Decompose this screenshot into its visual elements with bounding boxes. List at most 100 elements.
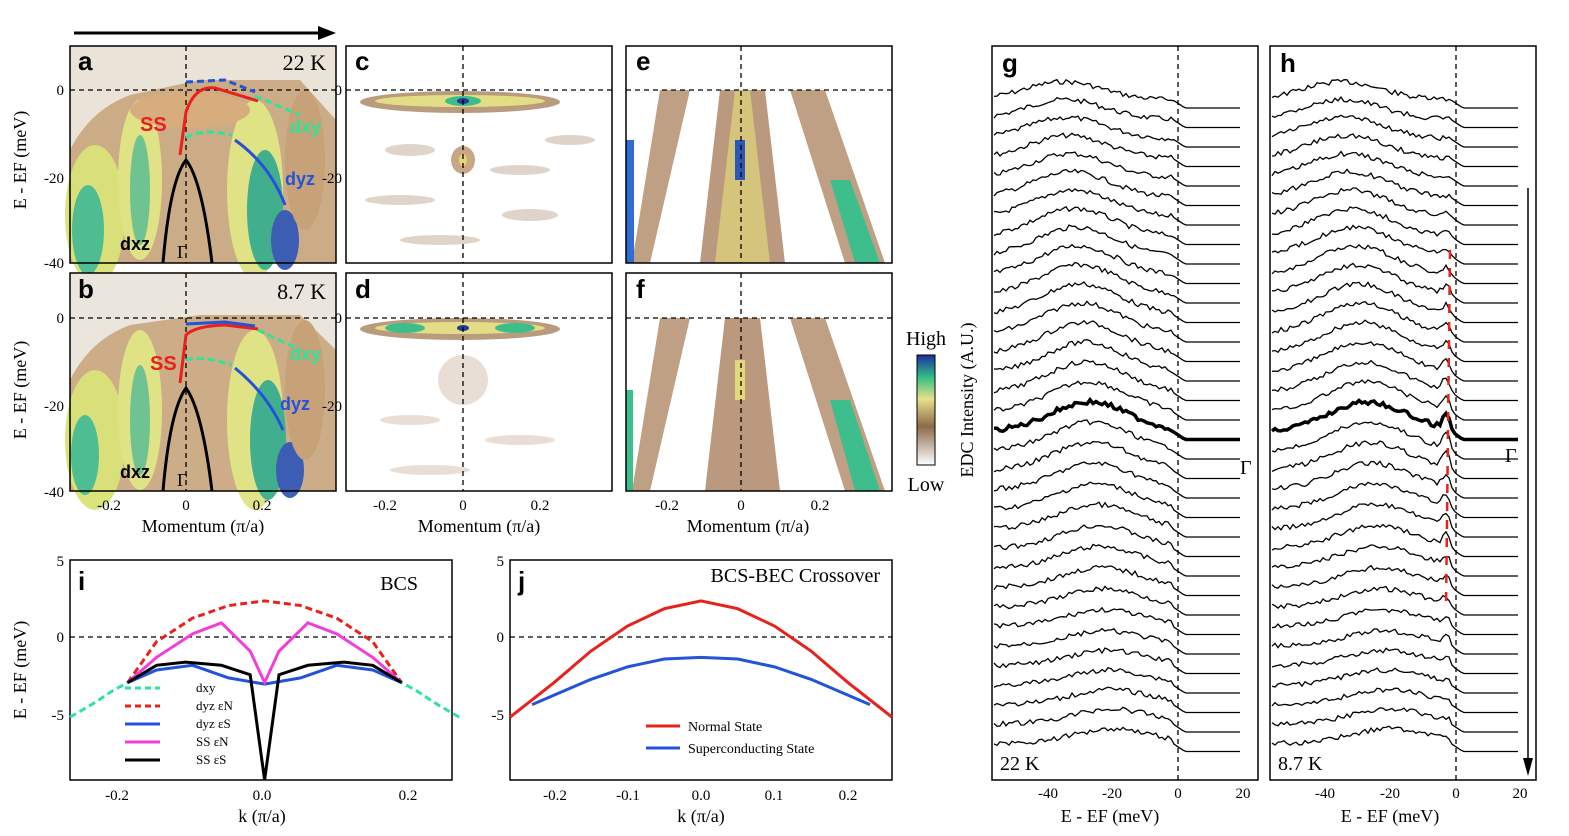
svg-text:-40: -40 bbox=[1315, 786, 1335, 802]
panel-h: h 8.7 K Γ -40 -20 0 20 E - EF (meV) bbox=[1269, 45, 1537, 827]
panel-b-ss-curve bbox=[178, 323, 259, 384]
panel-i-title: BCS bbox=[380, 573, 418, 595]
svg-text:0: 0 bbox=[57, 630, 65, 646]
panel-b-dyz-label: dyz bbox=[280, 394, 310, 414]
svg-text:-20: -20 bbox=[1102, 786, 1122, 802]
panel-a-ss-label: SS bbox=[140, 114, 167, 136]
svg-text:-5: -5 bbox=[492, 708, 505, 724]
edc-curve bbox=[993, 606, 1240, 636]
series-normalstate bbox=[509, 599, 893, 719]
panel-a-label: a bbox=[78, 46, 93, 76]
panel-b-ss-label: SS bbox=[150, 353, 177, 375]
svg-text:0: 0 bbox=[737, 498, 745, 514]
edc-curve bbox=[993, 96, 1240, 129]
panel-i: i BCS 5 0 -5 -0.2 0.0 0.2 k (π/a) dxy dy… bbox=[52, 554, 460, 827]
edc-curve bbox=[1271, 300, 1518, 343]
svg-text:0: 0 bbox=[335, 311, 343, 327]
colorbar: High Low bbox=[906, 328, 946, 496]
edc-ylabel: EDC Intensity (A.U.) bbox=[957, 323, 978, 478]
panel-j-xlabel: k (π/a) bbox=[677, 806, 725, 827]
panel-a-dyz-dash bbox=[185, 78, 256, 94]
legend-normal: Normal State bbox=[688, 720, 762, 735]
series-sss bbox=[126, 660, 403, 781]
edc-curve bbox=[993, 440, 1240, 480]
svg-text:0.0: 0.0 bbox=[692, 788, 711, 804]
edc-curve bbox=[993, 78, 1240, 109]
edc-curve bbox=[993, 168, 1240, 207]
edc-curve bbox=[993, 564, 1240, 597]
panel-h-curves bbox=[1270, 79, 1518, 753]
panel-d-label: d bbox=[355, 274, 371, 304]
panel-a-dxy-label: dxy bbox=[290, 117, 321, 137]
edc-curve bbox=[993, 151, 1240, 187]
svg-text:0.2: 0.2 bbox=[839, 788, 858, 804]
panel-g-curves bbox=[993, 78, 1240, 753]
panel-f-label: f bbox=[636, 274, 645, 304]
svg-text:20: 20 bbox=[1513, 786, 1528, 802]
panel-i-legend: dxy dyz εN dyz εS SS εN SS εS bbox=[125, 680, 233, 767]
legend-dyzN: dyz εN bbox=[196, 698, 233, 713]
edc-curve bbox=[994, 481, 1240, 519]
panel-a-dxy-dash bbox=[254, 94, 301, 117]
panel-f: f -0.2 0 0.2 Momentum (π/a) bbox=[625, 272, 893, 537]
edc-curve bbox=[1271, 359, 1518, 402]
series-dxy bbox=[69, 681, 129, 719]
panel-b-bands bbox=[65, 315, 336, 510]
edc-curve bbox=[993, 319, 1240, 363]
edc-curve bbox=[1271, 564, 1518, 597]
edc-curve bbox=[1271, 262, 1518, 304]
edc-curve bbox=[993, 243, 1240, 285]
panel-i-plot bbox=[69, 599, 460, 781]
edc-curve bbox=[1271, 96, 1518, 129]
panel-c-label: c bbox=[355, 46, 369, 76]
panel-h-gamma: Γ bbox=[1505, 445, 1517, 467]
panel-d-xticks: -0.2 0 0.2 bbox=[373, 498, 549, 514]
panel-a-temp: 22 K bbox=[283, 50, 327, 75]
svg-text:-20: -20 bbox=[44, 399, 64, 415]
edc-curve bbox=[1271, 281, 1518, 324]
series-superconductingstate bbox=[531, 655, 871, 706]
edc-curve bbox=[994, 396, 1240, 442]
edc-curve bbox=[1271, 502, 1518, 538]
svg-text:-5: -5 bbox=[52, 708, 65, 724]
edc-curve bbox=[993, 115, 1240, 148]
edc-curve bbox=[1271, 150, 1518, 187]
svg-text:-0.2: -0.2 bbox=[97, 498, 121, 514]
svg-text:0.2: 0.2 bbox=[811, 498, 830, 514]
top-arrow bbox=[74, 26, 336, 40]
panel-f-xticks: -0.2 0 0.2 bbox=[655, 498, 829, 514]
panel-b-dyz-curve bbox=[234, 366, 285, 431]
panel-b: b 8.7 K SS dxy dyz dxz Γ 0 -20 -40 -0.2 … bbox=[44, 272, 337, 537]
panel-a-gamma: Γ bbox=[177, 242, 187, 262]
svg-text:0: 0 bbox=[497, 630, 505, 646]
panel-g-xlabel: E - EF (meV) bbox=[1061, 806, 1159, 827]
panel-h-xticks: -40 -20 0 20 bbox=[1315, 786, 1528, 802]
panel-a-dxz-curve bbox=[161, 157, 214, 264]
edc-curve bbox=[1270, 398, 1518, 442]
edc-curve bbox=[993, 627, 1240, 655]
edc-curve bbox=[1271, 667, 1518, 694]
panel-a-bands bbox=[65, 80, 336, 285]
edc-curve bbox=[1271, 608, 1518, 636]
edc-curve bbox=[1271, 168, 1518, 207]
edc-curve bbox=[1271, 628, 1518, 655]
panel-j-plot bbox=[509, 599, 893, 719]
svg-text:-40: -40 bbox=[1038, 786, 1058, 802]
panel-g: g 22 K Γ -40 -20 0 20 E - EF (meV) bbox=[991, 45, 1259, 827]
edc-curve bbox=[993, 524, 1240, 558]
edc-curve bbox=[993, 501, 1240, 538]
svg-text:-0.2: -0.2 bbox=[655, 498, 679, 514]
colorbar-low: Low bbox=[908, 474, 945, 496]
panel-j-xticks: -0.2 -0.1 0.0 0.1 0.2 bbox=[543, 788, 857, 804]
colorbar-high: High bbox=[906, 328, 946, 350]
series-dyzn bbox=[126, 599, 403, 684]
svg-text:0: 0 bbox=[1174, 786, 1182, 802]
panel-b-dxy-label: dxy bbox=[290, 344, 321, 364]
panel-i-xticks: -0.2 0.0 0.2 bbox=[105, 788, 417, 804]
edc-curve bbox=[1271, 707, 1518, 733]
svg-text:20: 20 bbox=[1236, 786, 1251, 802]
edc-curve bbox=[993, 686, 1240, 714]
panel-g-temp: 22 K bbox=[1000, 753, 1040, 775]
panel-a-ss-curve bbox=[178, 86, 259, 156]
